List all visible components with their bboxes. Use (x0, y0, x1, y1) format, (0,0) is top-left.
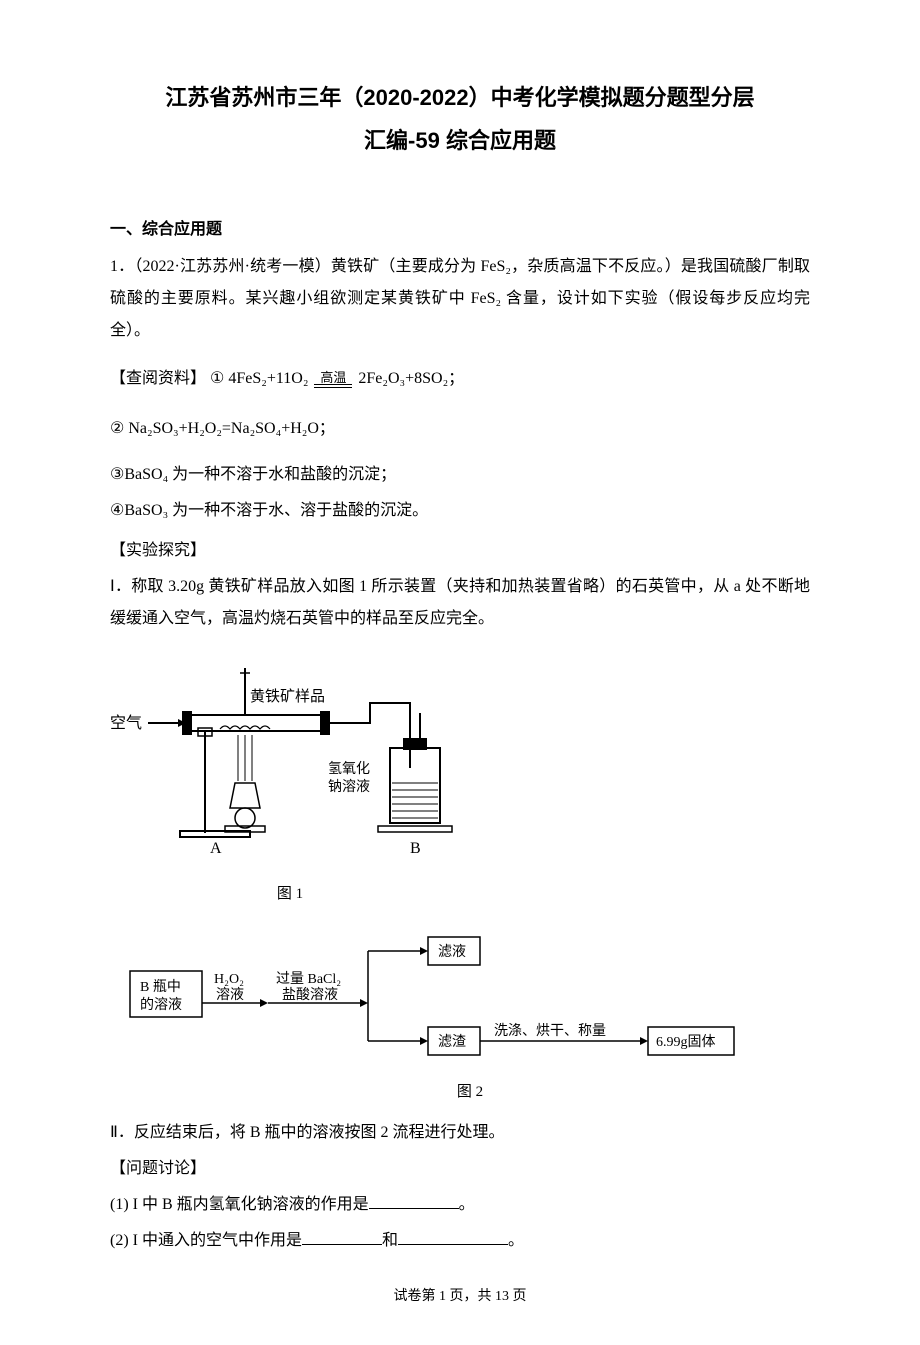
page-title-line2: 汇编-59 综合应用题 (110, 123, 810, 155)
q-sub1-prefix: (1) I 中 B 瓶内氢氧化钠溶液的作用是 (110, 1196, 369, 1213)
q-sub2-and: 和 (382, 1232, 398, 1249)
fig1-naoh-label-2: 钠溶液 (328, 779, 370, 795)
figure-1: 空气 黄铁矿样品 (110, 653, 810, 903)
eq1-reactants: ① 4FeS₂+11O₂ (210, 363, 308, 395)
fig1-air-label: 空气 (110, 714, 142, 732)
section-heading: 一、综合应用题 (110, 215, 810, 239)
page-title-line1: 江苏省苏州市三年（2020-2022）中考化学模拟题分题型分层 (110, 80, 810, 115)
fig1-device-b: B (410, 840, 421, 857)
apparatus-svg: 空气 黄铁矿样品 (110, 653, 470, 873)
q-sub1-suffix: 。 (459, 1196, 475, 1213)
eq2: ② Na₂SO₃+H₂O₂=Na₂SO₄+H₂O； (110, 413, 810, 445)
fc-filtrate: 滤液 (438, 944, 466, 960)
eq1-condition: 高温 (320, 371, 346, 384)
step2-text: Ⅱ．反应结束后，将 B 瓶中的溶液按图 2 流程进行处理。 (110, 1117, 810, 1149)
fc-arrow1-l2: 溶液 (216, 987, 244, 1003)
q-sub2-suffix: 。 (508, 1232, 524, 1249)
fc-box1-l1: B 瓶中 (140, 979, 181, 995)
reaction-condition-arrow: 高温 (314, 371, 352, 388)
question-intro: 1．（2022·江苏苏州·统考一模）黄铁矿（主要成分为 FeS₂，杂质高温下不反… (110, 251, 810, 347)
fig1-naoh-label-1: 氢氧化 (328, 761, 370, 777)
fc-arrow2-l2: 盐酸溶液 (282, 987, 338, 1003)
sub-question-2: (2) I 中通入的空气中作用是 和 。 (110, 1225, 810, 1257)
eq3: ③BaSO₄ 为一种不溶于水和盐酸的沉淀； (110, 459, 810, 491)
blank-2b (398, 1229, 508, 1245)
page-footer: 试卷第 1 页，共 13 页 (110, 1285, 810, 1305)
sub-question-1: (1) I 中 B 瓶内氢氧化钠溶液的作用是 。 (110, 1189, 810, 1221)
materials-eq1: 【查阅资料】 ① 4FeS₂+11O₂ 高温 2Fe₂O₃+8SO₂； (110, 363, 810, 395)
blank-1 (369, 1193, 459, 1209)
eq4: ④BaSO₃ 为一种不溶于水、溶于盐酸的沉淀。 (110, 495, 810, 527)
fc-result: 6.99g固体 (656, 1034, 716, 1050)
blank-2a (302, 1229, 382, 1245)
q-sub2-prefix: (2) I 中通入的空气中作用是 (110, 1232, 302, 1249)
fig1-label: 图 1 (110, 882, 470, 903)
fc-arrow1-l1: H₂O₂ (214, 972, 244, 987)
fig1-sample-label: 黄铁矿样品 (250, 688, 325, 705)
eq1-products: 2Fe₂O₃+8SO₂； (358, 363, 464, 395)
figure-2: B 瓶中 的溶液 H₂O₂ 溶液 过量 BaCl₂ 盐酸溶液 滤液 滤渣 洗涤、… (110, 921, 810, 1101)
flowchart-svg: B 瓶中 的溶液 H₂O₂ 溶液 过量 BaCl₂ 盐酸溶液 滤液 滤渣 洗涤、… (110, 921, 790, 1071)
discussion-label: 【问题讨论】 (110, 1153, 810, 1185)
fig1-device-a: A (210, 840, 222, 857)
materials-label: 【查阅资料】 (110, 363, 206, 395)
fig2-label: 图 2 (130, 1080, 810, 1101)
fc-box1-l2: 的溶液 (140, 997, 182, 1013)
fc-residue: 滤渣 (438, 1034, 466, 1050)
fc-arrow2-l1: 过量 BaCl₂ (276, 971, 341, 987)
experiment-label: 【实验探究】 (110, 535, 810, 567)
step1-text: Ⅰ．称取 3.20g 黄铁矿样品放入如图 1 所示装置（夹持和加热装置省略）的石… (110, 571, 810, 635)
fc-arrow3: 洗涤、烘干、称量 (494, 1023, 606, 1039)
